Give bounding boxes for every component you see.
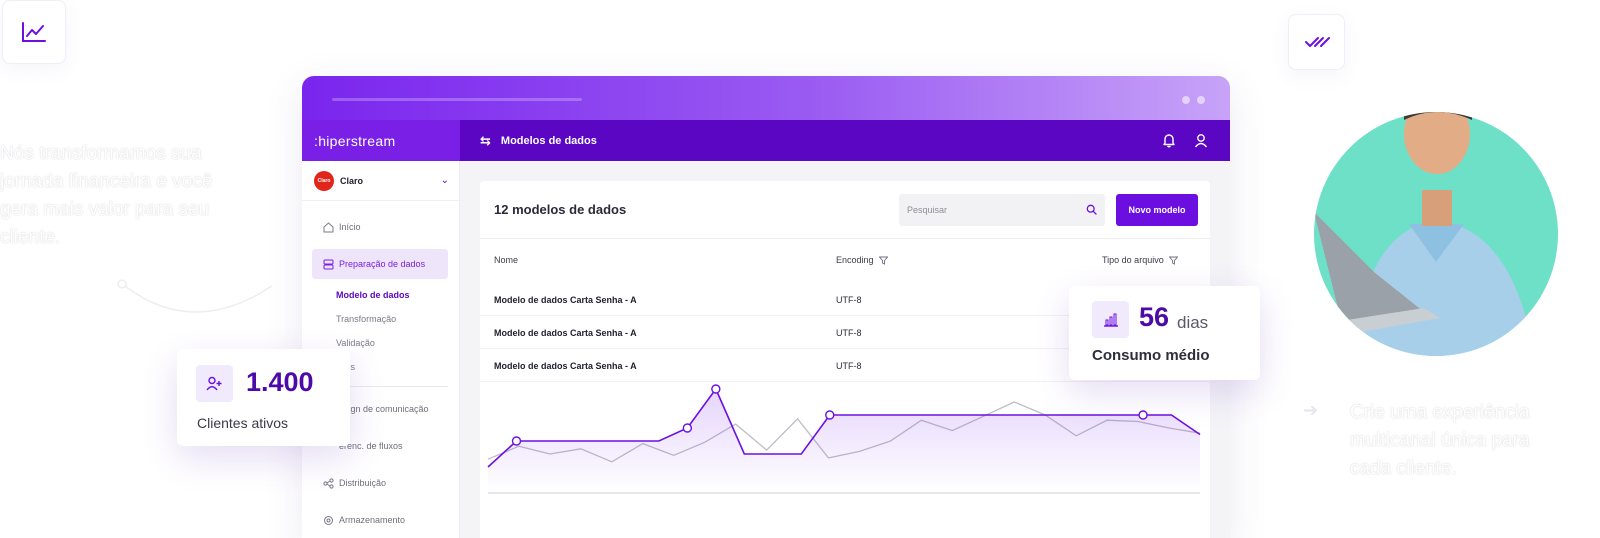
sidebar-divider [324,386,448,387]
search-icon[interactable] [1086,204,1097,215]
page-title: Modelos de dados [500,134,597,147]
add-user-icon [196,365,233,402]
row-encoding: UTF-8 [836,328,862,338]
data-point[interactable] [1138,410,1148,420]
active-clients-value: 1.400 [246,367,314,397]
sidebar-item-label: erenc. de fluxos [339,441,403,451]
sidebar-item-preparacao[interactable]: Preparação de dados [312,249,448,279]
home-icon [322,221,334,233]
row-encoding: UTF-8 [836,295,862,305]
data-point[interactable] [511,436,522,446]
filter-icon[interactable] [878,256,888,265]
sidebar-item-label: Preparação de dados [339,259,426,269]
data-point[interactable] [682,423,693,433]
person-illustration [1314,112,1534,356]
browser-bar [302,76,1230,120]
sidebar-subitem-transformacao[interactable]: Transformação [336,314,397,324]
page-title-area: ⇆ Modelos de dados [480,133,597,149]
column-header-name[interactable]: Nome [494,255,518,265]
double-check-icon [1304,37,1330,47]
card-header: 12 modelos de dados Pesquisar Novo model… [480,181,1210,239]
sidebar-subitem-modelo[interactable]: Modelo de dados [336,290,410,300]
url-bar [332,98,582,101]
filter-icon[interactable] [1168,256,1178,265]
swap-icon[interactable]: ⇆ [480,132,491,148]
hero-left-text: Nós transformamos sua jornada financeira… [0,143,213,248]
avg-consumption-label: Consumo médio [1092,347,1210,364]
avg-consumption-value: 56 [1139,302,1170,332]
table-row[interactable]: Modelo de dados Carta Senha - A UTF-8 [480,283,1210,316]
data-point[interactable] [825,410,835,420]
row-name: Modelo de dados Carta Senha - A [494,361,637,371]
sidebar-item-armazenamento[interactable]: Armazenamento [322,514,405,526]
client-selector[interactable]: Claro Claro ⌄ [302,161,459,201]
window-dot [1182,96,1190,104]
hero-right-text: Crie uma experiência multicanal única pa… [1350,402,1530,479]
sidebar-item-design[interactable]: esign de comunicação [322,403,429,415]
column-header-filetype[interactable]: Tipo do arquivo [1102,255,1178,265]
app-window: :hiperstream ⇆ Modelos de dados Claro Cl… [302,76,1230,538]
search-placeholder: Pesquisar [907,204,948,215]
sidebar-item-distribuicao[interactable]: Distribuição [322,477,386,489]
line-chart [487,384,1201,494]
column-header-encoding[interactable]: Encoding [836,255,888,265]
series-line-primary [487,387,1201,468]
column-label: Nome [494,255,519,265]
sidebar-item-fluxos[interactable]: erenc. de fluxos [322,440,403,452]
sidebar-item-label: Distribuição [339,478,387,488]
column-label: Encoding [836,255,874,265]
decorative-arc [117,279,273,313]
column-label: Tipo do arquivo [1102,255,1164,265]
person-photo [1314,112,1558,356]
chevron-down-icon[interactable]: ⌄ [440,175,449,186]
new-model-button[interactable]: Novo modelo [1116,193,1198,226]
share-icon [322,477,334,489]
database-icon [322,258,334,270]
row-encoding: UTF-8 [836,361,862,371]
arrow-right-icon: ➔ [1303,400,1319,420]
line-chart-icon [22,22,46,42]
data-point[interactable] [711,384,721,394]
check-badge-card [1288,14,1345,70]
brand-logo[interactable]: :hiperstream [302,120,460,161]
row-name: Modelo de dados Carta Senha - A [494,328,637,338]
gear-icon [322,514,334,526]
sidebar-item-inicio[interactable]: Início [322,221,361,233]
sidebar-item-label: Início [339,222,361,232]
chart-badge-card [2,0,66,64]
bar-chart-icon [1092,301,1129,338]
client-logo: Claro [314,170,334,191]
row-name: Modelo de dados Carta Senha - A [494,295,637,305]
app-topbar: :hiperstream ⇆ Modelos de dados [302,120,1230,161]
sidebar-subitem-validacao[interactable]: Validação [336,338,375,348]
search-input[interactable]: Pesquisar [899,193,1105,226]
card-title: 12 modelos de dados [494,202,627,217]
active-clients-label: Clientes ativos [197,415,289,431]
table-row[interactable]: Modelo de dados Carta Senha - A UTF-8 [480,316,1210,349]
sidebar-item-label: esign de comunicação [339,404,429,414]
sidebar-item-label: Armazenamento [339,515,406,525]
table-row[interactable]: Modelo de dados Carta Senha - A UTF-8 [480,349,1210,382]
window-dot [1197,96,1205,104]
avg-consumption-card: 56 dias Consumo médio [1069,286,1260,380]
user-icon[interactable] [1194,133,1208,148]
bell-icon[interactable] [1162,133,1176,148]
client-name: Claro [340,175,364,186]
active-clients-card: 1.400 Clientes ativos [177,349,350,446]
avg-consumption-unit: dias [1177,313,1209,332]
